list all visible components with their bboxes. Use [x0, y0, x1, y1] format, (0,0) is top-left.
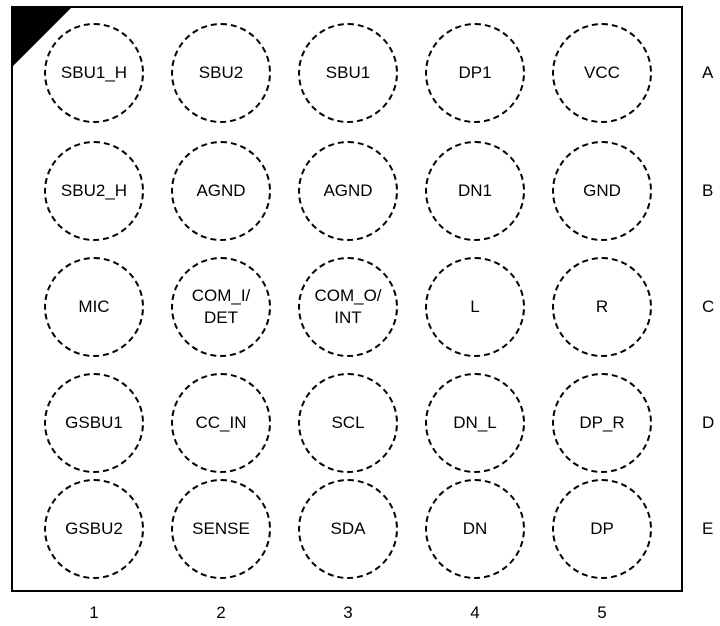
ball-E2: SENSE — [171, 479, 271, 579]
ball-label: SCL — [331, 413, 365, 432]
ball-label: SDA — [330, 519, 366, 538]
ball-label: DP_R — [579, 413, 625, 432]
ball-label: COM_O/ INT — [314, 286, 382, 327]
ball-label: DN_L — [453, 413, 497, 432]
ball-label: SBU1_H — [60, 63, 128, 82]
ball-B5: GND — [552, 141, 652, 241]
ball-A5: VCC — [552, 23, 652, 123]
ball-label: CC_IN — [195, 413, 247, 432]
ball-label: SENSE — [192, 519, 250, 538]
ball-B3: AGND — [298, 141, 398, 241]
ball-D5: DP_R — [552, 373, 652, 473]
ball-C1: MIC — [44, 257, 144, 357]
ball-E5: DP — [552, 479, 652, 579]
column-label-2: 2 — [216, 603, 226, 622]
ball-label: AGND — [323, 181, 373, 200]
ball-label: DN1 — [457, 181, 492, 200]
column-label-3: 3 — [343, 603, 353, 622]
ball-D2: CC_IN — [171, 373, 271, 473]
ball-E4: DN — [425, 479, 525, 579]
ball-label: COM_I/ DET — [191, 286, 251, 327]
ball-C5: R — [552, 257, 652, 357]
row-label-D: D — [702, 413, 715, 432]
ball-label: DP — [590, 519, 614, 538]
ball-C2: COM_I/ DET — [171, 257, 271, 357]
ball-B2: AGND — [171, 141, 271, 241]
ball-label: VCC — [584, 63, 620, 82]
ball-label: SBU1 — [325, 63, 371, 82]
package-outline — [11, 6, 683, 592]
ball-label: MIC — [78, 297, 110, 316]
row-label-C: C — [702, 297, 715, 316]
ball-C4: L — [425, 257, 525, 357]
row-label-E: E — [702, 519, 714, 538]
ball-label: SBU2 — [198, 63, 244, 82]
row-label-A: A — [702, 63, 714, 82]
ball-A4: DP1 — [425, 23, 525, 123]
ball-label: GND — [583, 181, 621, 200]
ball-label: AGND — [196, 181, 246, 200]
ball-label: DN — [462, 519, 488, 538]
ball-label: DP1 — [458, 63, 492, 82]
ball-B1: SBU2_H — [44, 141, 144, 241]
ball-label: SBU2_H — [60, 181, 128, 200]
column-label-5: 5 — [597, 603, 607, 622]
ball-A3: SBU1 — [298, 23, 398, 123]
ball-D1: GSBU1 — [44, 373, 144, 473]
ball-label: R — [595, 297, 609, 316]
ball-label: GSBU2 — [65, 519, 123, 538]
ball-C3: COM_O/ INT — [298, 257, 398, 357]
ball-E3: SDA — [298, 479, 398, 579]
ball-E1: GSBU2 — [44, 479, 144, 579]
ball-label: GSBU1 — [65, 413, 123, 432]
row-label-B: B — [702, 181, 714, 200]
ball-B4: DN1 — [425, 141, 525, 241]
ball-A1: SBU1_H — [44, 23, 144, 123]
column-label-4: 4 — [470, 603, 480, 622]
column-label-1: 1 — [89, 603, 99, 622]
ball-label: L — [470, 297, 480, 316]
ball-D3: SCL — [298, 373, 398, 473]
ball-A2: SBU2 — [171, 23, 271, 123]
ball-D4: DN_L — [425, 373, 525, 473]
